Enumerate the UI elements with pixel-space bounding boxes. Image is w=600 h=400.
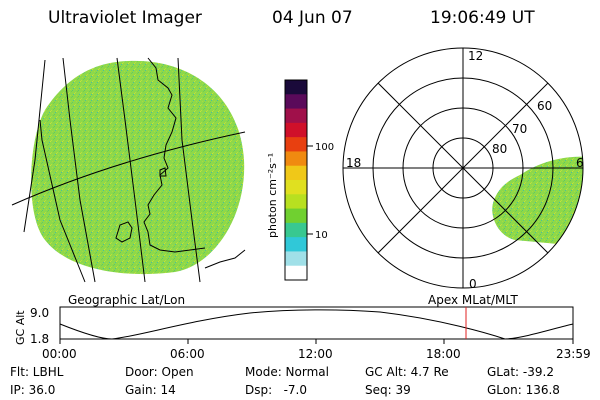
door-readout: Door: Open <box>125 365 194 379</box>
colorbar-band <box>285 265 307 281</box>
colorbar-band <box>285 165 307 181</box>
mlt-label-12: 12 <box>468 49 483 63</box>
colorbar-band <box>285 208 307 224</box>
colorbar-tick-10: 10 <box>315 230 328 241</box>
gc-alt-readout: GC Alt: 4.7 Re <box>365 365 449 379</box>
magnetic-panel-label: Apex MLat/MLT <box>428 293 518 307</box>
geographic-panel-label: Geographic Lat/Lon <box>68 293 185 307</box>
time-tick-1200: 12:00 <box>298 347 333 361</box>
app-title: Ultraviolet Imager <box>48 8 202 28</box>
colorbar-band <box>285 194 307 210</box>
colorbar-band <box>285 237 307 252</box>
colorbar-band <box>285 108 307 124</box>
time-tick-2359: 23:59 <box>556 347 591 361</box>
glon-readout: GLon: 136.8 <box>487 383 560 397</box>
emission-disk <box>31 60 245 275</box>
colorbar-band <box>285 137 307 152</box>
mlt-label-0: 0 <box>469 277 477 291</box>
lat-label-80: 80 <box>492 142 507 156</box>
colorbar-unit-label: photon cm⁻²s⁻¹ <box>266 153 279 238</box>
dsp-readout: Dsp: -7.0 <box>245 383 308 397</box>
time-tick-0000: 00:00 <box>42 347 77 361</box>
time-label: 19:06:49 UT <box>430 8 535 28</box>
geographic-image <box>11 57 246 283</box>
altitude-ytick-low: 1.8 <box>30 332 49 346</box>
glat-readout: GLat: -39.2 <box>487 365 554 379</box>
colorbar-band <box>285 222 307 238</box>
mlt-label-18: 18 <box>346 156 361 170</box>
colorbar-band <box>285 122 307 138</box>
colorbar-band <box>285 80 307 95</box>
altitude-ylabel: GC Alt <box>14 310 27 345</box>
lat-label-60: 60 <box>537 99 552 113</box>
polar-plot <box>342 47 584 289</box>
colorbar-band <box>285 180 307 195</box>
colorbar <box>284 79 313 281</box>
mlt-label-6: 6 <box>576 156 584 170</box>
colorbar-band <box>285 251 307 267</box>
filter-readout: Flt: LBHL <box>10 365 64 379</box>
gain-readout: Gain: 14 <box>125 383 176 397</box>
altitude-ytick-high: 9.0 <box>30 306 49 320</box>
altitude-curve <box>59 309 574 340</box>
time-tick-1800: 18:00 <box>426 347 461 361</box>
mode-readout: Mode: Normal <box>245 365 329 379</box>
date-label: 04 Jun 07 <box>272 8 353 28</box>
time-tick-0600: 06:00 <box>170 347 205 361</box>
altitude-plot <box>59 306 574 344</box>
colorbar-tick-100: 100 <box>315 142 334 153</box>
colorbar-band <box>285 151 307 167</box>
coastline <box>115 57 246 269</box>
ip-readout: IP: 36.0 <box>10 383 56 397</box>
seq-readout: Seq: 39 <box>365 383 411 397</box>
colorbar-band <box>285 94 307 110</box>
lat-label-70: 70 <box>512 122 527 136</box>
